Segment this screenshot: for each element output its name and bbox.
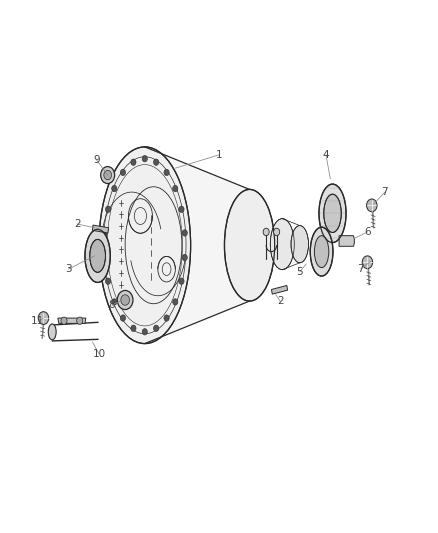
Ellipse shape [85, 229, 110, 282]
Ellipse shape [314, 236, 329, 268]
Ellipse shape [270, 219, 294, 270]
Circle shape [38, 312, 49, 325]
Circle shape [154, 159, 159, 165]
Ellipse shape [310, 227, 333, 276]
Circle shape [263, 228, 269, 236]
Text: 1: 1 [215, 150, 223, 160]
Circle shape [112, 298, 117, 305]
Text: 10: 10 [92, 349, 106, 359]
Ellipse shape [90, 239, 106, 272]
Bar [272, 286, 288, 294]
Ellipse shape [48, 324, 56, 340]
Circle shape [120, 315, 126, 321]
Circle shape [164, 169, 169, 175]
Circle shape [182, 230, 187, 236]
Ellipse shape [324, 194, 341, 232]
Circle shape [142, 156, 148, 162]
Circle shape [102, 230, 107, 236]
Polygon shape [58, 318, 86, 324]
Circle shape [154, 325, 159, 332]
Circle shape [164, 315, 169, 321]
Text: 9: 9 [93, 155, 100, 165]
Bar [92, 225, 109, 233]
Circle shape [173, 298, 178, 305]
Circle shape [142, 328, 148, 335]
Circle shape [104, 171, 112, 180]
Circle shape [102, 254, 107, 261]
Ellipse shape [99, 147, 191, 344]
Ellipse shape [319, 184, 346, 243]
Circle shape [121, 295, 130, 305]
Text: 4: 4 [323, 150, 329, 160]
Text: 6: 6 [364, 227, 371, 237]
Circle shape [274, 228, 280, 236]
Text: 11: 11 [31, 316, 44, 326]
Text: 2: 2 [74, 219, 81, 229]
Text: 7: 7 [357, 264, 364, 273]
Circle shape [131, 159, 136, 165]
Circle shape [106, 278, 111, 285]
Polygon shape [145, 147, 250, 344]
Circle shape [101, 166, 115, 183]
Circle shape [61, 317, 67, 325]
Text: 5: 5 [297, 267, 303, 277]
Circle shape [367, 199, 377, 212]
Text: 3: 3 [65, 264, 72, 274]
Polygon shape [339, 236, 354, 246]
Text: 8: 8 [109, 300, 115, 310]
Circle shape [112, 185, 117, 192]
Circle shape [179, 206, 184, 213]
Circle shape [117, 290, 133, 310]
Text: 7: 7 [381, 187, 388, 197]
Ellipse shape [291, 225, 308, 263]
Circle shape [182, 254, 187, 261]
Ellipse shape [224, 189, 275, 301]
Circle shape [106, 206, 111, 213]
Circle shape [77, 317, 83, 325]
Circle shape [362, 256, 373, 269]
Text: 2: 2 [277, 296, 283, 306]
Circle shape [179, 278, 184, 285]
Circle shape [131, 325, 136, 332]
Circle shape [120, 169, 126, 175]
Circle shape [173, 185, 178, 192]
